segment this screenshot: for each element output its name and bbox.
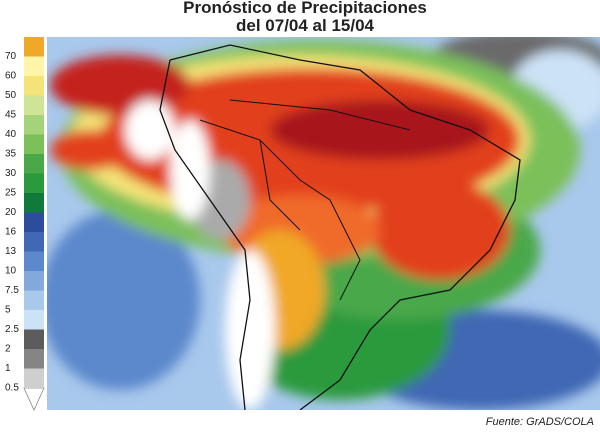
legend-label: 45 <box>5 110 17 121</box>
legend-triangle <box>23 387 45 411</box>
legend-label: 25 <box>5 188 17 199</box>
map <box>47 37 600 410</box>
coastline <box>159 44 521 410</box>
legend-swatch <box>24 115 44 135</box>
legend-swatch <box>24 271 44 291</box>
legend-label: 35 <box>5 149 17 160</box>
legend-label: 5 <box>5 305 11 316</box>
legend-swatch <box>24 349 44 369</box>
title: Pronóstico de Precipitaciones <box>183 0 427 17</box>
legend-swatch <box>24 329 44 349</box>
borders <box>199 99 411 301</box>
legend-swatch <box>24 95 44 115</box>
legend-swatch <box>24 232 44 252</box>
legend-label: 16 <box>5 227 17 238</box>
source: Fuente: GrADS/COLA <box>486 416 594 428</box>
legend-label: 30 <box>5 168 17 179</box>
legend-swatch <box>24 310 44 330</box>
legend-label: 7.5 <box>5 285 19 296</box>
legend-label: 1 <box>5 363 11 374</box>
legend-label: 10 <box>5 266 17 277</box>
legend-swatch <box>24 173 44 193</box>
legend-label: 60 <box>5 71 17 82</box>
legend-label: 40 <box>5 129 17 140</box>
legend-label: 13 <box>5 246 17 257</box>
legend-swatch <box>24 290 44 310</box>
legend-label: 50 <box>5 90 17 101</box>
legend-swatch <box>24 251 44 271</box>
legend-swatch <box>24 134 44 154</box>
legend-swatch <box>24 154 44 174</box>
legend-swatch <box>24 193 44 213</box>
legend-label: 2 <box>5 344 11 355</box>
legend: 70 60 50 45 40 35 30 25 20 16 13 10 7.5 5 2.5 2 1 0.5 <box>5 37 45 411</box>
legend-label: 70 <box>5 51 17 62</box>
legend-swatch <box>24 56 44 76</box>
legend-swatch <box>24 37 44 57</box>
legend-swatch <box>24 76 44 96</box>
legend-swatch <box>24 212 44 232</box>
subtitle: del 07/04 al 15/04 <box>236 16 375 35</box>
legend-label: 20 <box>5 207 17 218</box>
legend-label: 0.5 <box>5 383 19 394</box>
legend-label: 2.5 <box>5 324 19 335</box>
legend-lowest <box>24 368 44 388</box>
